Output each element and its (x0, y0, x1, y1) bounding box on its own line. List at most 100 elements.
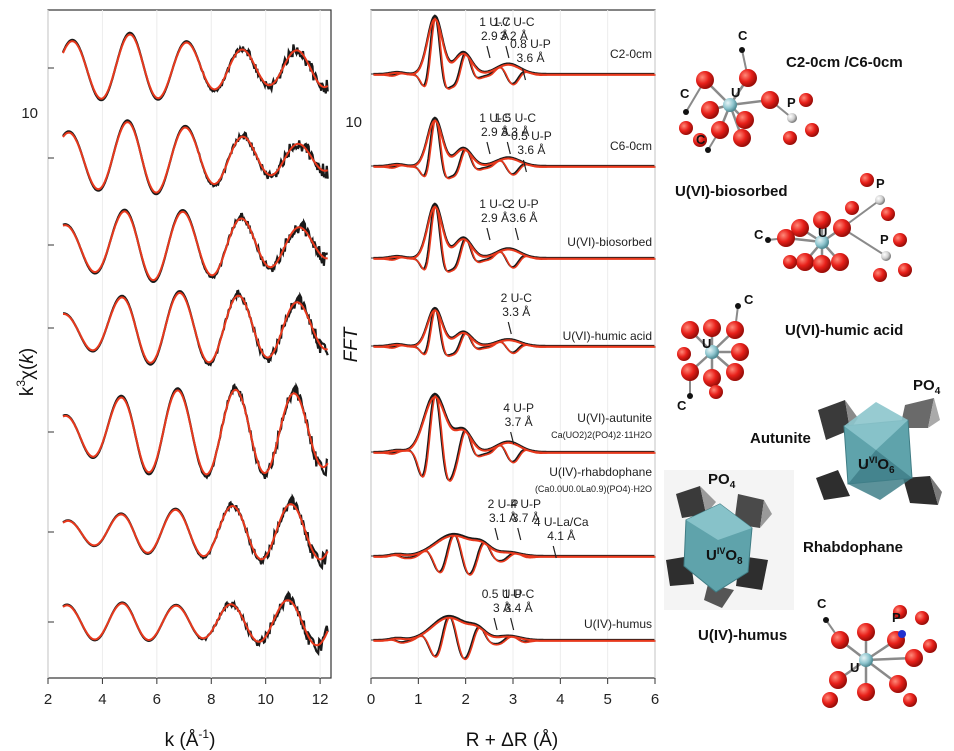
oxygen-atom (791, 219, 809, 237)
oxygen-atom (726, 363, 744, 381)
oxygen-atom (736, 111, 754, 129)
exafs-panel: 10 2 4 6 8 10 12 k (Å-1) k3χ(k) (14, 9, 332, 751)
exafs-x-axis-label: k (Å-1) (165, 727, 216, 751)
oxygen-atom (681, 363, 699, 381)
fft-x-axis-label: R + ΔR (Å) (466, 730, 558, 751)
exafs-x-tick-label: 4 (98, 691, 106, 708)
fft-sample-label: U(VI)-humic acid (563, 329, 652, 343)
phosphorus-atom (898, 630, 906, 638)
fft-shell-marker (486, 45, 491, 59)
carbon-atom (683, 109, 689, 115)
fft-shell-marker (510, 617, 515, 631)
oxygen-atom (822, 692, 838, 708)
structure-biosorbed: U(VI)-biosorbed C U P P (675, 173, 912, 282)
fft-shell-annotation: 1 U-C (503, 587, 535, 601)
fft-sample-label: U(VI)-autunite (577, 411, 652, 425)
structure-autunite-title: Autunite (750, 430, 811, 447)
fft-shell-annotation: 1.7 U-C (493, 15, 535, 29)
fft-shell-marker (506, 141, 511, 155)
atom-label-c: C (754, 227, 764, 242)
oxygen-atom (903, 693, 917, 707)
carbon-atom (705, 147, 711, 153)
oxygen-atom (681, 321, 699, 339)
exafs-x-ticks: 2 4 6 8 10 12 (44, 678, 328, 708)
fft-shell-marker (522, 159, 527, 173)
fft-sample-label: U(IV)-humus (584, 617, 652, 631)
fft-shell-distance: 4.1 Å (547, 528, 575, 543)
fft-shell-annotation: 4 U-P (503, 401, 534, 415)
structure-humic-acid-title: U(VI)-humic acid (785, 322, 903, 339)
oxygen-atom (893, 233, 907, 247)
rhabdophane-center-label: UIVO8 (706, 546, 743, 567)
po4-tetrahedron (816, 470, 850, 500)
oxygen-atom (893, 605, 907, 619)
fft-curves (371, 14, 656, 661)
oxygen-atom (783, 255, 797, 269)
fft-shell-marker (521, 67, 527, 81)
oxygen-atom (709, 385, 723, 399)
oxygen-atom (813, 211, 831, 229)
fft-shell-marker (486, 227, 491, 241)
fft-panel: 10 1 U-C2.9 Å1.7 U-C3.2 Å0.8 U-P3.6 Å1 U… (341, 9, 659, 751)
fft-sample-label: C6-0cm (610, 139, 652, 153)
structure-c2-c6-title: C2-0cm /C6-0cm (786, 54, 903, 71)
atom-label-p: P (787, 95, 796, 110)
po4-tetrahedron-face (700, 486, 716, 514)
po4-tetrahedron-face (760, 500, 772, 528)
fft-shell-annotation: 0.8 U-P (510, 37, 551, 51)
oxygen-atom (733, 129, 751, 147)
oxygen-atom (831, 253, 849, 271)
oxygen-atom (915, 611, 929, 625)
atom-label-c: C (738, 28, 748, 43)
uranium-atom (815, 235, 829, 249)
rhabdophane-po4-label: PO4 (708, 471, 736, 491)
oxygen-atom (898, 263, 912, 277)
exafs-x-tick-label: 8 (207, 691, 215, 708)
structure-autunite: Autunite PO4 UVIO6 (750, 377, 942, 505)
oxygen-atom (881, 207, 895, 221)
oxygen-atom (739, 69, 757, 87)
fft-shell-marker (514, 227, 519, 241)
fft-x-tick-label: 3 (509, 691, 517, 708)
oxygen-atom (783, 131, 797, 145)
exafs-fit-curve (62, 388, 329, 476)
po4-tetrahedron (903, 476, 938, 505)
exafs-plot-frame (47, 9, 332, 679)
exafs-fit-curve (62, 121, 329, 194)
po4-tetrahedron-face (930, 476, 942, 505)
oxygen-atom (831, 631, 849, 649)
fft-shell-distance: 3.7 Å (512, 510, 540, 525)
uo8-polyhedron-top (686, 504, 752, 540)
carbon-atom (765, 237, 771, 243)
uo6-octahedron-bottom (848, 450, 912, 500)
autunite-center-label: UVIO6 (858, 455, 895, 476)
atom-label-c: C (680, 86, 690, 101)
exafs-fit-curve (62, 210, 328, 282)
atom-label-c: C (744, 292, 754, 307)
fft-shell-annotation: 0.5 U-P (511, 129, 552, 143)
fft-annotations: 1 U-C2.9 Å1.7 U-C3.2 Å0.8 U-P3.6 Å1 U-C2… (479, 15, 589, 631)
oxygen-atom (845, 201, 859, 215)
fft-shell-annotation: 4 U-La/Ca (534, 515, 589, 529)
atom-label-u: U (850, 660, 859, 675)
fft-shell-distance: 3.1 Å (489, 510, 517, 525)
oxygen-atom (889, 675, 907, 693)
oxygen-atom (679, 121, 693, 135)
uo6-octahedron-top (844, 402, 908, 450)
fft-shell-distance: 3.3 Å (501, 124, 529, 139)
fft-x-tick-label: 5 (603, 691, 611, 708)
carbon-atom (687, 393, 693, 399)
fft-shell-distance: 3.6 Å (516, 50, 544, 65)
atom-label-p: P (892, 610, 901, 625)
oxygen-atom (703, 369, 721, 387)
fft-shell-distance: 3.6 Å (509, 210, 537, 225)
fft-shell-annotation: 1 U-C (479, 197, 511, 211)
uranium-atom (859, 653, 873, 667)
exafs-fit-curve (63, 291, 328, 364)
oxygen-atom (726, 321, 744, 339)
fft-fit-magnitude (373, 18, 655, 76)
fft-shell-marker (517, 527, 522, 541)
fft-shell-annotation: 2 U-C (501, 291, 533, 305)
exafs-x-tick-label: 2 (44, 691, 52, 708)
